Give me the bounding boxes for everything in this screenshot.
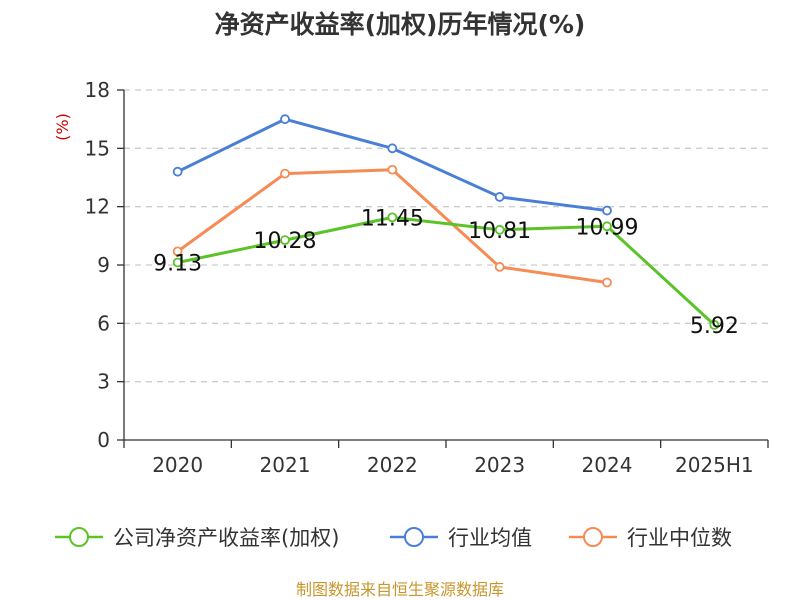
data-point-s1-2021	[280, 114, 290, 125]
y-tick-label-3: 3	[97, 370, 110, 394]
legend-item-0[interactable]: 公司净资产收益率(加权)	[55, 526, 339, 550]
y-tick-label-0: 0	[97, 428, 110, 452]
legend-marker-icon	[583, 527, 603, 547]
axes: 0 3 6 9 12 15 18 2020 2021 2022 2023 2024 2025H1	[85, 78, 769, 477]
y-tick-label-15: 15	[85, 136, 110, 160]
data-point-s0-2020	[172, 257, 183, 268]
series-lines	[172, 114, 720, 330]
data-point-s0-2022	[387, 212, 398, 223]
y-axis-label: (%)	[53, 113, 72, 141]
data-point-s2-2022	[387, 164, 398, 175]
y-tick-label-6: 6	[97, 311, 110, 335]
y-tick-label-18: 18	[85, 78, 110, 102]
data-point-s0-2023	[494, 224, 505, 235]
series-line-0	[177, 215, 716, 326]
data-label-2022: 11.45	[361, 206, 424, 231]
legend-label: 公司净资产收益率(加权)	[113, 526, 339, 550]
x-tick-label-2020: 2020	[152, 453, 203, 477]
chart-title: 净资产收益率(加权)历年情况(%)	[215, 10, 586, 39]
legend-marker-icon	[69, 527, 89, 547]
data-point-s0-2025H1	[709, 319, 720, 330]
data-point-s1-2020	[172, 166, 183, 177]
data-point-s1-2024	[602, 205, 612, 216]
x-tick-label-2023: 2023	[474, 453, 525, 477]
data-point-s1-2022	[387, 143, 398, 154]
grid-lines	[124, 89, 768, 383]
data-label-2024: 10.99	[576, 215, 639, 240]
legend-label: 行业均值	[448, 526, 532, 550]
data-point-s0-2024	[602, 221, 612, 232]
legend-item-1[interactable]: 行业均值	[390, 526, 532, 550]
x-tick-label-2021: 2021	[260, 453, 311, 477]
data-labels: 9.13 10.28 11.45 10.81 10.99 5.92	[153, 206, 739, 339]
data-point-s2-2024	[602, 277, 612, 288]
data-point-s2-2021	[280, 168, 290, 179]
data-point-s1-2023	[494, 192, 505, 202]
legend-item-2[interactable]: 行业中位数	[569, 526, 732, 550]
y-tick-label-9: 9	[97, 253, 110, 277]
legend-label: 行业中位数	[627, 526, 732, 550]
data-label-2021: 10.28	[254, 229, 317, 254]
data-point-s0-2021	[280, 235, 290, 246]
legend-marker-icon	[404, 527, 424, 547]
legend[interactable]: 公司净资产收益率(加权) 行业均值 行业中位数	[55, 526, 732, 550]
x-tick-label-2022: 2022	[367, 453, 418, 477]
data-label-2020: 9.13	[153, 251, 202, 276]
y-tick-label-12: 12	[85, 195, 110, 219]
data-point-s2-2020	[172, 246, 183, 257]
x-tick-label-2024: 2024	[582, 453, 633, 477]
data-point-s2-2023	[494, 262, 505, 272]
data-label-2025H1: 5.92	[690, 314, 739, 339]
source-note: 制图数据来自恒生聚源数据库	[296, 580, 504, 599]
x-tick-label-2025H1: 2025H1	[675, 453, 754, 477]
data-label-2023: 10.81	[468, 219, 531, 244]
